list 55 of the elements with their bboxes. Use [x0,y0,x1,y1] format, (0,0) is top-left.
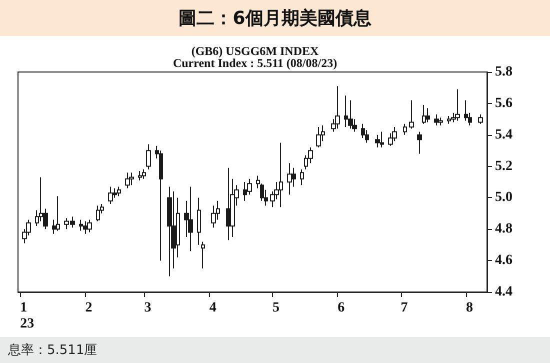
candlestick [188,186,193,252]
candlestick [455,88,460,122]
candlestick [79,219,83,232]
chart-subtitle: (GB6) USGG6M INDEX Current Index : 5.511 (08/08/23) [172,44,338,70]
x-tick-label: 5 [272,300,280,316]
x-tick-label: 3 [144,300,152,316]
chart-title: 圖二：6個月期美國債息 [0,0,550,36]
candlestick [142,168,146,180]
candlestick [159,150,163,262]
candlestick [409,100,414,130]
candlestick [392,126,397,142]
candlestick [438,117,443,126]
candlestick [226,167,231,241]
candlestick [434,114,439,126]
y-tick-label: 5.2 [495,158,512,174]
y-tick-label: 5.8 [495,64,512,80]
x-tick-label: 7 [400,300,408,316]
candlestick [146,144,151,170]
y-tick-label: 4.4 [495,284,512,300]
x-tick-label: 1 23 [20,300,34,332]
candlestick [87,219,92,233]
candlestick [422,104,426,124]
x-tick-label: 2 [85,300,92,316]
candlestick [129,172,134,186]
candlestick [375,134,380,148]
candlestick [108,186,113,204]
candlestick [83,220,88,234]
y-tick-label: 5.6 [495,96,512,111]
candlestick [56,196,60,232]
candlestick [403,123,407,136]
y-tick-label: 5.0 [495,190,512,206]
candlestick [335,86,340,130]
candlestick [287,162,292,196]
candlestick [167,186,172,277]
candlestick [348,100,353,130]
candlestick [361,123,365,138]
candlestick [300,168,304,186]
x-tick-label: 4 [209,300,216,316]
candlestick [478,114,483,124]
candlestick [211,205,216,228]
candlestick [138,170,142,181]
x-tick-label: 6 [338,300,345,316]
y-tick-label: 4.8 [495,222,512,237]
y-tick-label: 4.6 [495,253,512,268]
x-tick-label: 8 [466,300,473,316]
y-tick-label: 5.4 [495,127,512,142]
candlestick [197,197,201,246]
candlestick [417,131,422,154]
text: 息率：5.511厘 [8,342,98,359]
candlestick [464,100,468,122]
candlestick [201,241,205,269]
candlestick [316,126,321,148]
candlestick [96,205,100,222]
candlestick [426,108,430,123]
candlestick [125,172,130,189]
